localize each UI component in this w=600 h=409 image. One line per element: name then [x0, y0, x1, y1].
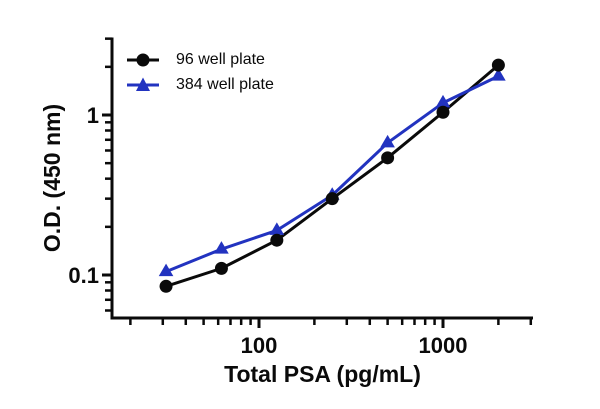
data-point-circle-0-0 [159, 279, 173, 293]
legend-swatch-96-well [127, 53, 159, 66]
data-point-circle-0-1 [214, 261, 228, 275]
legend-item-384-well-plate: 384 well plate [126, 72, 274, 97]
data-point-circle-0-5 [436, 105, 450, 119]
x-axis-title: Total PSA (pg/mL) [224, 361, 421, 387]
data-point-triangle-1-2 [269, 222, 285, 235]
legend-label-384-well-plate: 384 well plate [176, 75, 274, 93]
data-point-triangle-1-5 [435, 94, 451, 108]
data-point-triangle-1-0 [158, 263, 174, 277]
y-tick-label-0.1: 0.1 [68, 263, 99, 288]
data-point-circle-0-4 [381, 151, 395, 165]
legend: 96 well plate 384 well plate [126, 47, 274, 97]
x-tick-label-1000: 1000 [419, 333, 468, 358]
legend-triangle-marker-icon [136, 77, 150, 91]
x-tick-label-100: 100 [241, 333, 278, 358]
data-point-circle-0-2 [270, 233, 284, 247]
y-tick-label-1: 1 [87, 103, 99, 128]
data-point-triangle-1-4 [380, 134, 395, 148]
legend-swatch-384-well [127, 77, 159, 91]
legend-label-96-well-plate: 96 well plate [176, 50, 265, 68]
legend-item-96-well-plate: 96 well plate [126, 47, 274, 72]
data-point-triangle-1-1 [214, 241, 229, 254]
data-point-circle-0-6 [491, 58, 505, 72]
y-axis-title: O.D. (450 nm) [39, 103, 65, 253]
data-point-triangle-1-6 [491, 68, 506, 81]
data-point-circle-0-3 [325, 192, 339, 206]
legend-circle-marker-icon [136, 53, 150, 66]
